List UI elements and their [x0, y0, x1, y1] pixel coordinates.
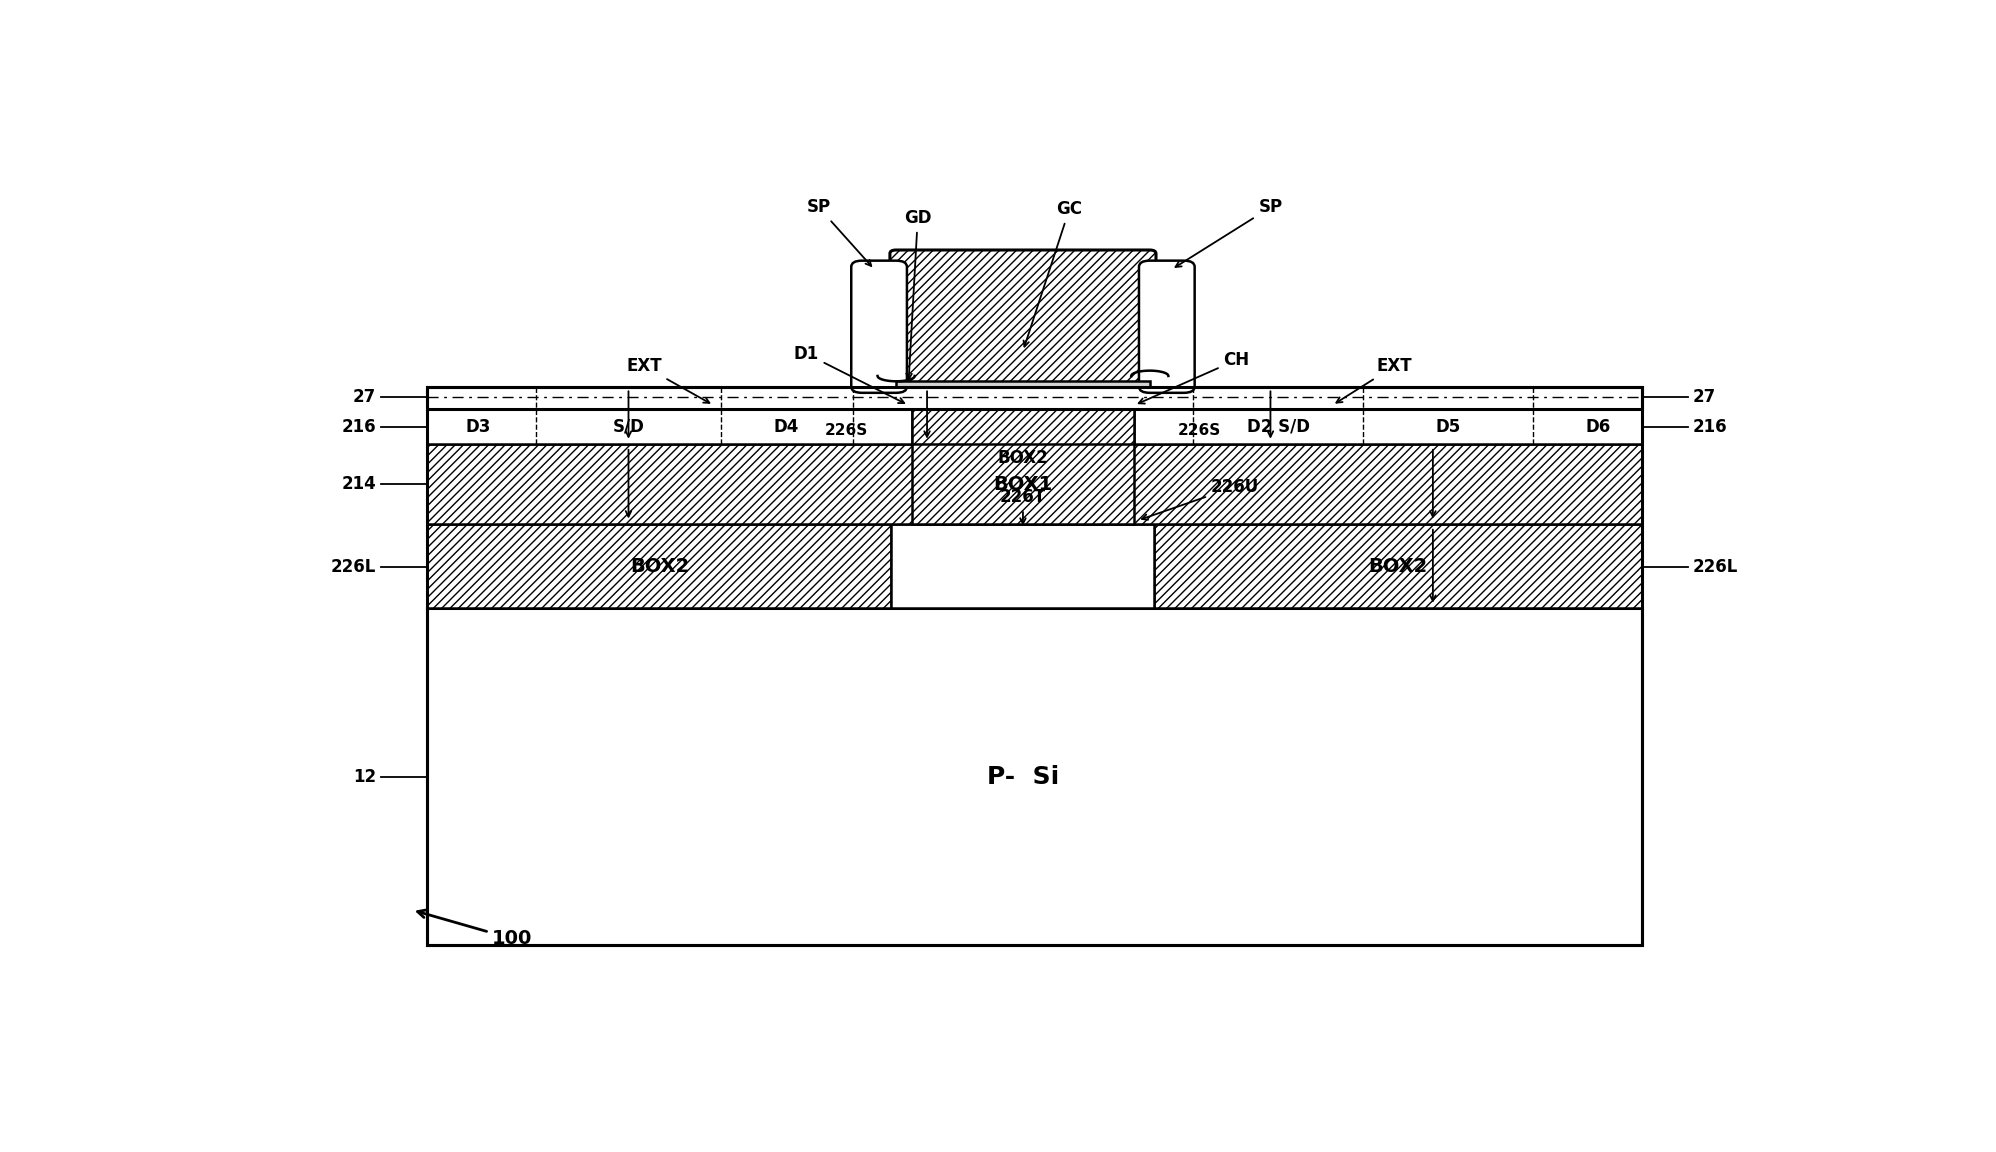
Text: 226L: 226L	[331, 558, 377, 576]
Text: 226S: 226S	[824, 424, 868, 439]
Bar	[427, 445, 1641, 524]
Bar	[427, 409, 1641, 445]
Text: 226T: 226T	[1000, 488, 1046, 524]
Text: BOX2: BOX2	[1369, 556, 1427, 576]
FancyBboxPatch shape	[1140, 260, 1196, 393]
Text: D5: D5	[1435, 417, 1461, 435]
Text: 100: 100	[493, 929, 533, 948]
Text: 27: 27	[1693, 388, 1717, 407]
Text: BOX2: BOX2	[631, 556, 689, 576]
Bar	[912, 409, 1134, 524]
Text: 214: 214	[341, 475, 377, 493]
Text: BOX2: BOX2	[998, 448, 1048, 467]
Text: D3: D3	[465, 417, 491, 435]
Text: CH: CH	[1138, 351, 1249, 403]
Bar	[427, 387, 1641, 409]
Text: SP: SP	[1176, 198, 1283, 267]
Text: 226L: 226L	[1693, 558, 1739, 576]
Text: P-  Si: P- Si	[986, 765, 1060, 789]
Text: S/D: S/D	[613, 417, 645, 435]
Text: GD: GD	[904, 209, 932, 379]
Text: EXT: EXT	[627, 357, 709, 403]
Text: D4: D4	[774, 417, 798, 435]
Text: GC: GC	[1024, 200, 1082, 347]
Text: 216: 216	[1693, 417, 1727, 435]
Text: 226U: 226U	[1142, 478, 1259, 520]
Text: SP: SP	[806, 198, 870, 266]
Text: BOX1: BOX1	[994, 475, 1052, 494]
Text: 216: 216	[341, 417, 377, 435]
Text: D2 S/D: D2 S/D	[1248, 417, 1309, 435]
Text: 226S: 226S	[1178, 424, 1222, 439]
Text: 27: 27	[353, 388, 377, 407]
Bar	[1154, 524, 1641, 608]
FancyBboxPatch shape	[890, 250, 1156, 385]
Text: D6: D6	[1585, 417, 1611, 435]
Bar	[427, 608, 1641, 946]
Bar	[912, 409, 1134, 445]
Bar	[892, 524, 1154, 608]
Bar	[896, 381, 1150, 387]
Text: 12: 12	[353, 768, 377, 786]
Bar	[427, 387, 1641, 946]
Text: EXT: EXT	[1337, 357, 1411, 403]
Bar	[427, 524, 892, 608]
FancyBboxPatch shape	[850, 260, 906, 393]
Text: D1: D1	[794, 344, 904, 403]
